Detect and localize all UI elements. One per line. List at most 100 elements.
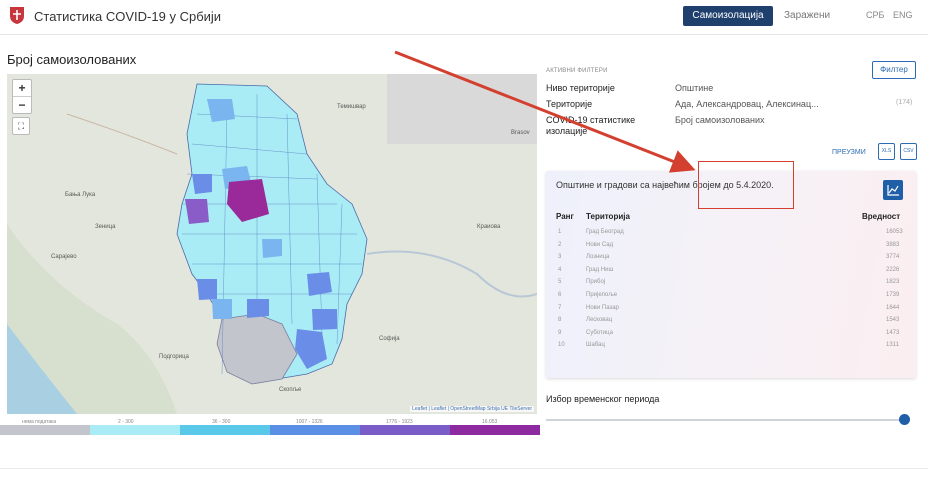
download-xls-icon[interactable]: XLS xyxy=(878,143,895,160)
table-row[interactable]: 2 Нови Сад 3883 xyxy=(546,242,916,254)
legend-label: 2 - 300 xyxy=(118,419,134,425)
map-label-timisoara: Темишвар xyxy=(337,104,366,110)
table-cell-value: 1739 xyxy=(886,292,900,298)
table-cell-rank: 2 xyxy=(558,241,562,248)
legend-swatch-3 xyxy=(270,425,360,435)
territories-count: (174) xyxy=(896,99,913,106)
table-row[interactable]: 3 Лозница 3774 xyxy=(546,254,916,266)
table-cell-rank: 7 xyxy=(558,304,562,311)
municipality-leskovac[interactable] xyxy=(312,309,337,330)
table-cell-territory: Лозница xyxy=(586,254,610,261)
filter-value-territories: Ада, Александровац, Алексинац... xyxy=(675,99,819,109)
legend-swatch-2 xyxy=(180,425,270,435)
app-title[interactable]: Статистика COVID-19 у Србији xyxy=(34,9,222,24)
municipality-prijepolje[interactable] xyxy=(212,299,232,319)
table-cell-value: 1311 xyxy=(886,342,899,349)
table-cell-rank: 5 xyxy=(558,279,562,286)
table-cell-territory: Прибој xyxy=(586,279,606,286)
municipality-kragujevac[interactable] xyxy=(262,239,282,258)
map-label-craiova: Краиова xyxy=(477,224,501,230)
column-header-rank: Ранг xyxy=(556,212,574,221)
table-cell-value: 1543 xyxy=(886,317,900,324)
municipality-loznica[interactable] xyxy=(185,199,209,224)
table-cell-territory: Нови Сад xyxy=(586,241,614,248)
legend-swatch-no-data xyxy=(0,425,90,435)
municipality-sabac[interactable] xyxy=(192,174,212,194)
column-header-territory: Територија xyxy=(586,212,630,221)
column-header-value: Вредност xyxy=(862,212,901,221)
language-srb-link[interactable]: СРБ xyxy=(866,10,885,20)
map-legend: нема података 2 - 300 36 - 300 1007 - 13… xyxy=(0,419,540,439)
municipality-novi-pazar[interactable] xyxy=(247,299,269,318)
municipality-priboj[interactable] xyxy=(197,279,217,300)
table-cell-rank: 4 xyxy=(558,266,562,273)
map-label-banja-luka: Бања Лука xyxy=(65,192,96,198)
table-cell-value: 2226 xyxy=(886,266,900,273)
table-row[interactable]: 4 Град Ниш 2226 xyxy=(546,267,916,279)
table-cell-territory: Суботица xyxy=(586,329,613,336)
table-row[interactable]: 7 Нови Пазар 1644 xyxy=(546,305,916,317)
legend-swatch-1 xyxy=(90,425,180,435)
legend-label: нема података xyxy=(22,419,57,425)
line-chart-icon xyxy=(887,185,899,196)
table-cell-value: 1823 xyxy=(886,279,900,286)
table-cell-rank: 8 xyxy=(558,317,562,324)
tab-self-isolation[interactable]: Самоизолација xyxy=(683,6,773,26)
table-row[interactable]: 5 Прибој 1823 xyxy=(546,279,916,291)
legend-label: 1776 - 1923 xyxy=(386,419,413,425)
table-cell-territory: Град Београд xyxy=(586,229,624,235)
table-cell-value: 1473 xyxy=(886,329,900,336)
time-period-slider-handle[interactable] xyxy=(899,414,910,425)
filter-button[interactable]: Филтер xyxy=(872,61,916,79)
table-cell-territory: Лесковац xyxy=(586,317,613,324)
top-territories-card: Општине и градови са највећим бројем до … xyxy=(546,171,916,378)
table-row[interactable]: 8 Лесковац 1543 xyxy=(546,317,916,329)
map-label-sarajevo: Сарајево xyxy=(51,254,77,260)
legend-swatch-5 xyxy=(450,425,540,435)
filter-label-statistic-line2: изолације xyxy=(546,126,588,136)
download-csv-icon[interactable]: CSV xyxy=(900,143,917,160)
map-label-zenica: Зеница xyxy=(95,224,116,230)
municipality-subotica[interactable] xyxy=(207,99,235,122)
table-cell-territory: Шабац xyxy=(586,342,605,349)
municipality-vranje[interactable] xyxy=(295,329,327,369)
legend-label: 36 - 300 xyxy=(212,419,231,425)
time-period-slider[interactable] xyxy=(546,419,902,421)
table-cell-rank: 1 xyxy=(558,229,562,235)
map-label-podgorica: Подгорица xyxy=(159,354,189,360)
legend-label: 16.053 xyxy=(482,419,498,425)
map-label-skopje: Скопље xyxy=(279,387,302,393)
tab-infected[interactable]: Заражени xyxy=(784,10,831,21)
table-row[interactable]: 6 Пријепоље 1739 xyxy=(546,292,916,304)
table-row[interactable]: 1 Град Београд 16053 xyxy=(546,229,916,241)
filter-value-statistic: Број самоизолованих xyxy=(675,115,765,125)
municipality-nis[interactable] xyxy=(307,272,332,296)
table-cell-value: 1644 xyxy=(886,304,900,311)
zoom-out-button[interactable]: − xyxy=(13,96,31,113)
municipality-beograd[interactable] xyxy=(227,179,269,222)
filter-label-level: Ниво територије xyxy=(546,83,615,93)
map-canvas[interactable] xyxy=(7,74,537,414)
legend-swatch-4 xyxy=(360,425,450,435)
table-cell-value: 16053 xyxy=(886,229,903,235)
map-title: Број самоизолованих xyxy=(7,52,137,67)
top-bar: Статистика COVID-19 у Србији Самоизолаци… xyxy=(0,0,928,35)
no-data-region[interactable] xyxy=(216,313,298,385)
fullscreen-icon[interactable]: ⛶ xyxy=(12,117,30,135)
table-cell-territory: Град Ниш xyxy=(586,266,614,273)
card-title: Општине и градови са највећим бројем до … xyxy=(556,180,774,190)
table-cell-value: 3883 xyxy=(886,241,900,248)
language-eng-link[interactable]: ENG xyxy=(893,10,913,20)
map-attribution[interactable]: Leaflet | Leaflet | OpenStreetMap Srbija… xyxy=(410,406,534,412)
adriatic-sea xyxy=(7,324,77,414)
zoom-in-button[interactable]: + xyxy=(18,81,26,95)
table-row[interactable]: 9 Суботица 1473 xyxy=(546,330,916,342)
zoom-control: + − xyxy=(12,79,32,114)
filter-label-statistic: COVID-19 статистике xyxy=(546,115,636,125)
table-row[interactable]: 10 Шабац 1311 xyxy=(546,342,916,354)
table-cell-rank: 9 xyxy=(558,329,562,336)
table-cell-rank: 6 xyxy=(558,292,562,298)
table-cell-territory: Пријепоље xyxy=(586,292,618,298)
chart-toggle-button[interactable] xyxy=(883,180,903,200)
choropleth-map[interactable]: + − ⛶ Brasov Сарајево Софија Подгорица С… xyxy=(7,74,537,414)
